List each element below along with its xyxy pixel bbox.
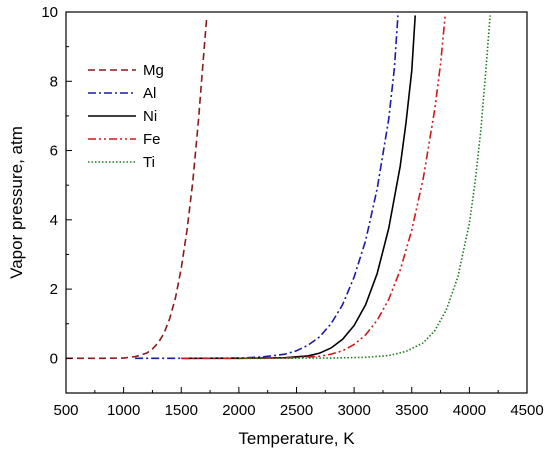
series-line-al xyxy=(135,15,399,360)
series-layer xyxy=(66,15,491,360)
legend-label: Mg xyxy=(143,62,164,79)
x-tick-label: 1000 xyxy=(107,402,140,419)
y-axis-ticks: 0 2 4 6 8 10 xyxy=(41,4,72,394)
y-tick-label: 0 xyxy=(50,350,58,367)
y-tick-label: 6 xyxy=(50,143,58,160)
legend-item-mg: Mg xyxy=(88,62,164,79)
plot-frame xyxy=(65,11,528,394)
x-tick-label: 2500 xyxy=(280,402,313,419)
series-line-mg xyxy=(66,18,208,360)
y-tick-label: 4 xyxy=(50,212,58,229)
legend-item-ni: Ni xyxy=(88,108,157,125)
legend-label: Ti xyxy=(143,154,155,171)
legend-item-al: Al xyxy=(88,85,156,102)
x-tick-label: 3000 xyxy=(337,402,370,419)
x-axis-ticks: 500 1000 1500 2000 2500 3000 3500 4000 4500 xyxy=(53,387,544,419)
x-tick-label: 4000 xyxy=(453,402,486,419)
y-tick-label: 8 xyxy=(50,73,58,90)
legend-item-ti: Ti xyxy=(88,154,155,171)
x-tick-label: 500 xyxy=(53,402,78,419)
y-tick-label: 10 xyxy=(41,4,58,21)
x-tick-label: 2000 xyxy=(222,402,255,419)
legend-item-fe: Fe xyxy=(88,131,161,148)
legend-label: Fe xyxy=(143,131,161,148)
series-line-ni xyxy=(181,15,417,360)
legend-label: Ni xyxy=(143,108,157,125)
series-line-fe xyxy=(181,15,446,360)
series-line-ti xyxy=(238,15,491,360)
legend-label: Al xyxy=(143,85,156,102)
x-tick-label: 4500 xyxy=(510,402,543,419)
y-axis-label: Vapor pressure, atm xyxy=(7,126,26,279)
y-tick-label: 2 xyxy=(50,281,58,298)
x-axis-label: Temperature, K xyxy=(238,429,355,448)
legend: Mg Al Ni Fe Ti xyxy=(88,62,164,171)
x-tick-label: 1500 xyxy=(165,402,198,419)
x-tick-label: 3500 xyxy=(395,402,428,419)
